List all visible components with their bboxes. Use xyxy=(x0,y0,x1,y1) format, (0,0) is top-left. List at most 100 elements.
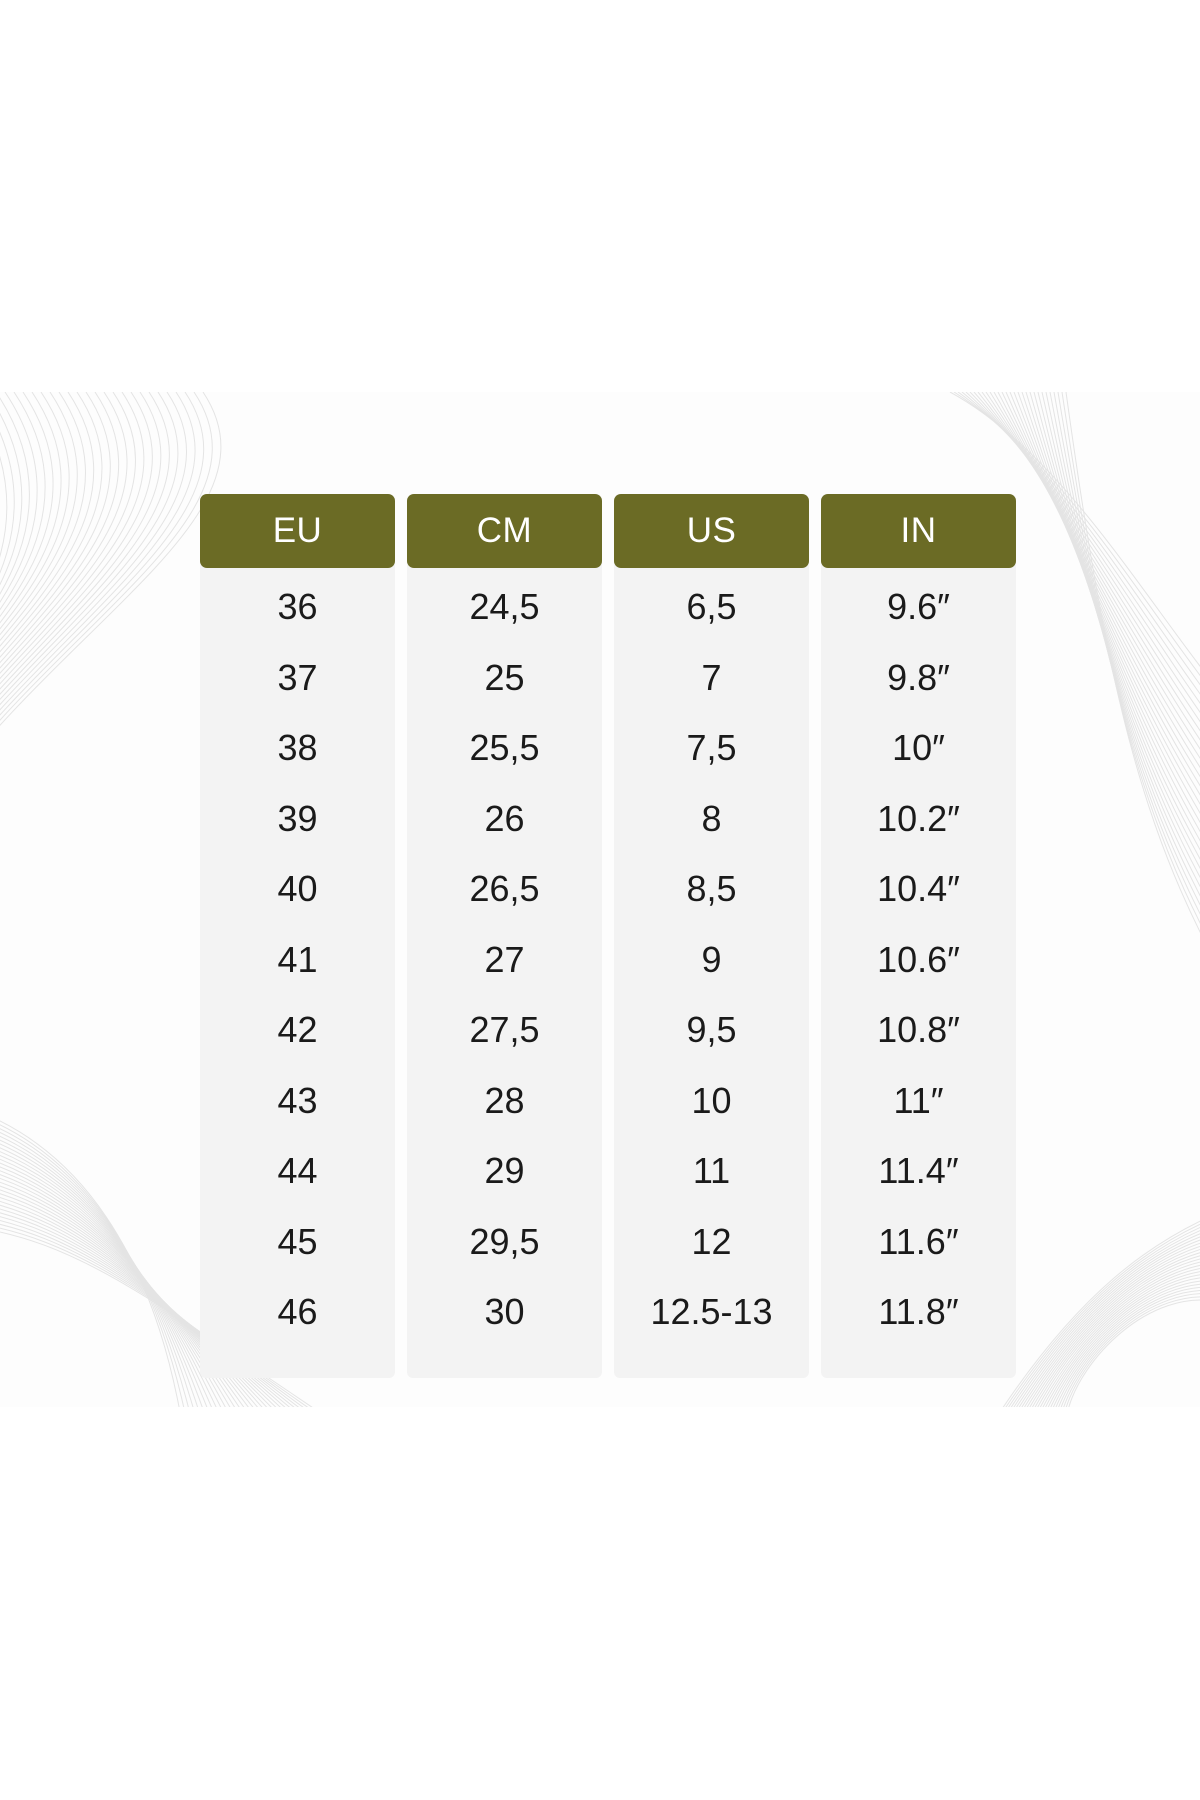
wave-line xyxy=(0,1139,203,1407)
wave-line xyxy=(0,392,111,658)
column-header-in: IN xyxy=(821,494,1016,568)
wave-line xyxy=(0,1143,208,1407)
wave-line xyxy=(1010,1230,1200,1407)
cell-cm: 24,5 xyxy=(469,586,540,627)
wave-line xyxy=(0,392,86,642)
wave-line xyxy=(1042,1268,1200,1407)
wave-lines-pattern xyxy=(0,392,1200,1407)
wave-line xyxy=(0,1151,217,1407)
cell-cm: 25 xyxy=(484,656,525,698)
wave-line xyxy=(1013,392,1200,814)
wave-line xyxy=(0,1154,222,1407)
wave-line xyxy=(1033,392,1200,860)
column-cm: CM 24,5 25 25,5 26 26,5 27 27,5 28 29 29… xyxy=(407,494,602,1378)
cell-eu: 43 xyxy=(277,1079,318,1121)
wave-line xyxy=(1034,1258,1200,1407)
wave-line xyxy=(1005,1223,1200,1407)
wave-line xyxy=(1061,392,1200,924)
cell-in: 10.8″ xyxy=(877,1009,960,1050)
cell-cm: 28 xyxy=(484,1079,525,1121)
cell-eu: 39 xyxy=(277,797,318,839)
column-header-cm: CM xyxy=(407,494,602,568)
column-header-us: US xyxy=(614,494,809,568)
cell-in: 9.6″ xyxy=(887,586,950,627)
wave-line xyxy=(1001,392,1200,787)
cell-us: 9,5 xyxy=(686,1009,737,1050)
wave-line xyxy=(1063,1293,1200,1407)
column-background xyxy=(407,494,602,1378)
wave-line xyxy=(0,392,46,611)
wave-line xyxy=(0,1135,199,1407)
wave-line xyxy=(1049,392,1200,897)
cell-eu: 36 xyxy=(277,586,318,627)
wave-line xyxy=(0,1128,189,1407)
cell-cm: 25,5 xyxy=(469,727,540,768)
column-background xyxy=(200,494,395,1378)
cell-in: 11.8″ xyxy=(878,1291,959,1332)
wave-line xyxy=(1057,392,1200,915)
wave-line xyxy=(0,392,213,721)
wave-line xyxy=(1009,392,1200,805)
wave-line xyxy=(1025,392,1200,842)
cell-eu: 42 xyxy=(277,1009,318,1050)
cell-cm: 29 xyxy=(484,1150,525,1191)
wave-line xyxy=(1029,1252,1200,1407)
cell-in: 9.8″ xyxy=(887,656,950,698)
cell-us: 7,5 xyxy=(686,727,737,768)
wave-line xyxy=(1047,1274,1200,1407)
wave-line xyxy=(0,392,205,716)
wave-line xyxy=(1055,1283,1200,1407)
wave-line xyxy=(0,392,196,711)
wave-line xyxy=(0,392,162,690)
cell-in: 10.6″ xyxy=(877,938,960,980)
wave-line xyxy=(1032,1255,1200,1407)
cell-us: 10 xyxy=(691,1079,732,1121)
cell-us: 11 xyxy=(692,1150,731,1191)
wave-line xyxy=(1017,392,1200,824)
wave-line xyxy=(0,392,222,727)
wave-line xyxy=(1013,1233,1200,1407)
cell-eu: 40 xyxy=(277,868,318,909)
cell-cm: 27,5 xyxy=(469,1009,540,1050)
wave-line xyxy=(1018,1239,1200,1407)
wave-line xyxy=(977,392,1200,732)
wave-line xyxy=(965,392,1200,704)
wave-line xyxy=(1002,1220,1200,1407)
wave-line xyxy=(985,392,1200,750)
wave-line xyxy=(0,392,54,618)
wave-line xyxy=(1041,392,1200,879)
wave-line xyxy=(0,1124,185,1407)
wave-line xyxy=(0,392,119,664)
cell-eu: 41 xyxy=(277,938,318,980)
cell-us: 8,5 xyxy=(686,868,737,909)
wave-line xyxy=(0,1147,212,1407)
size-chart-table: EU 36 37 38 39 40 41 42 43 44 45 46 CM 2… xyxy=(200,494,1016,1378)
wave-line xyxy=(1005,392,1200,796)
wave-line xyxy=(1065,1296,1200,1407)
wave-line xyxy=(0,392,78,636)
cell-cm: 26,5 xyxy=(469,868,540,909)
wave-line xyxy=(1045,1271,1200,1407)
wave-line xyxy=(993,392,1200,769)
wave-line xyxy=(1026,1249,1200,1407)
wave-line xyxy=(1053,392,1200,906)
column-eu: EU 36 37 38 39 40 41 42 43 44 45 46 xyxy=(200,494,395,1378)
cell-us: 6,5 xyxy=(686,586,737,627)
wave-line xyxy=(0,1132,194,1407)
wave-line xyxy=(0,392,145,680)
cell-eu: 44 xyxy=(277,1150,318,1191)
cell-eu: 37 xyxy=(277,656,318,698)
wave-line xyxy=(0,392,103,653)
wave-line xyxy=(1050,1277,1200,1407)
cell-in: 11.6″ xyxy=(878,1220,959,1262)
wave-line xyxy=(1058,1287,1200,1407)
wave-line xyxy=(1021,392,1200,833)
wave-line xyxy=(0,392,187,706)
cell-cm: 29,5 xyxy=(469,1220,540,1262)
wave-line xyxy=(0,392,170,695)
cell-in: 10″ xyxy=(892,727,945,768)
cell-cm: 26 xyxy=(484,797,525,839)
column-header-eu: EU xyxy=(200,494,395,568)
wave-line xyxy=(1053,1280,1200,1407)
